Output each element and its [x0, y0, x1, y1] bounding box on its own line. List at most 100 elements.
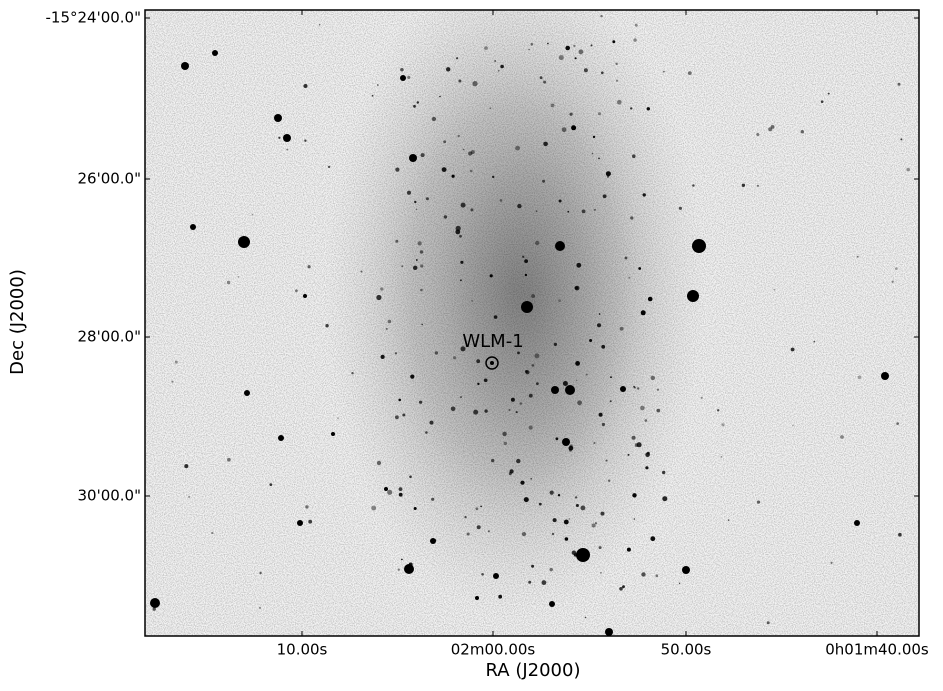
star: [552, 518, 557, 523]
star: [663, 70, 665, 73]
star: [646, 107, 650, 111]
star: [534, 353, 540, 359]
star: [409, 154, 417, 162]
star: [325, 324, 329, 328]
star: [380, 354, 385, 359]
star: [606, 175, 610, 178]
star: [600, 511, 605, 516]
star: [574, 57, 577, 60]
star: [401, 558, 403, 561]
star: [632, 154, 636, 158]
star: [398, 487, 403, 491]
star: [800, 130, 804, 134]
star: [409, 475, 412, 479]
star: [415, 208, 418, 210]
star: [459, 234, 462, 238]
star: [568, 518, 571, 520]
star: [468, 151, 473, 156]
star: [896, 422, 899, 425]
star: [470, 150, 475, 155]
star: [351, 372, 354, 375]
star: [318, 23, 321, 26]
star: [414, 200, 417, 204]
star: [457, 134, 460, 138]
star: [307, 265, 311, 269]
star: [553, 342, 558, 346]
star: [401, 265, 404, 268]
star: [237, 276, 240, 278]
star: [584, 616, 587, 619]
star: [727, 519, 730, 521]
star: [212, 50, 218, 56]
star: [766, 621, 770, 625]
star: [612, 40, 616, 44]
star: [535, 240, 540, 246]
star: [407, 75, 411, 79]
star: [650, 536, 656, 542]
star: [531, 364, 535, 367]
star: [376, 84, 379, 86]
star: [541, 580, 547, 585]
star: [523, 497, 529, 503]
star: [792, 424, 794, 427]
annotation: WLM-1: [462, 331, 523, 352]
star: [398, 492, 403, 497]
star: [552, 390, 554, 393]
star: [647, 296, 653, 302]
star: [562, 381, 568, 386]
star: [387, 319, 392, 324]
star: [558, 299, 561, 302]
star: [528, 48, 530, 51]
star: [856, 255, 859, 258]
star: [605, 171, 611, 177]
star: [615, 62, 618, 65]
star: [460, 279, 462, 282]
star: [380, 287, 384, 291]
star: [622, 585, 625, 589]
target-marker: [485, 356, 499, 370]
star: [567, 210, 570, 213]
star: [605, 628, 613, 636]
star: [371, 505, 377, 511]
star: [227, 457, 231, 462]
star: [581, 209, 586, 214]
star: [641, 572, 646, 577]
star: [565, 45, 570, 51]
star: [655, 574, 659, 577]
star: [574, 286, 579, 290]
star: [573, 553, 578, 557]
star: [637, 387, 640, 390]
star: [434, 351, 439, 355]
star: [460, 202, 466, 208]
star: [557, 494, 561, 497]
star: [589, 339, 593, 342]
star: [756, 133, 760, 136]
star: [598, 112, 601, 116]
star: [402, 413, 406, 417]
star: [398, 398, 402, 402]
star: [594, 522, 598, 525]
star: [644, 419, 648, 422]
star: [568, 448, 572, 452]
star: [466, 532, 470, 536]
star: [395, 239, 399, 243]
star: [549, 490, 554, 495]
star: [464, 515, 467, 519]
star: [376, 460, 382, 466]
star: [630, 216, 634, 220]
star: [881, 372, 889, 380]
target-dot: [490, 361, 494, 365]
star: [371, 94, 374, 97]
star: [278, 435, 284, 441]
star: [489, 107, 492, 110]
star: [633, 38, 637, 42]
star: [608, 479, 611, 482]
star: [471, 300, 473, 302]
star: [451, 174, 455, 178]
star: [303, 294, 307, 298]
star: [297, 520, 303, 526]
star: [308, 519, 313, 524]
star: [580, 505, 586, 511]
star: [484, 46, 488, 50]
star: [455, 225, 461, 231]
